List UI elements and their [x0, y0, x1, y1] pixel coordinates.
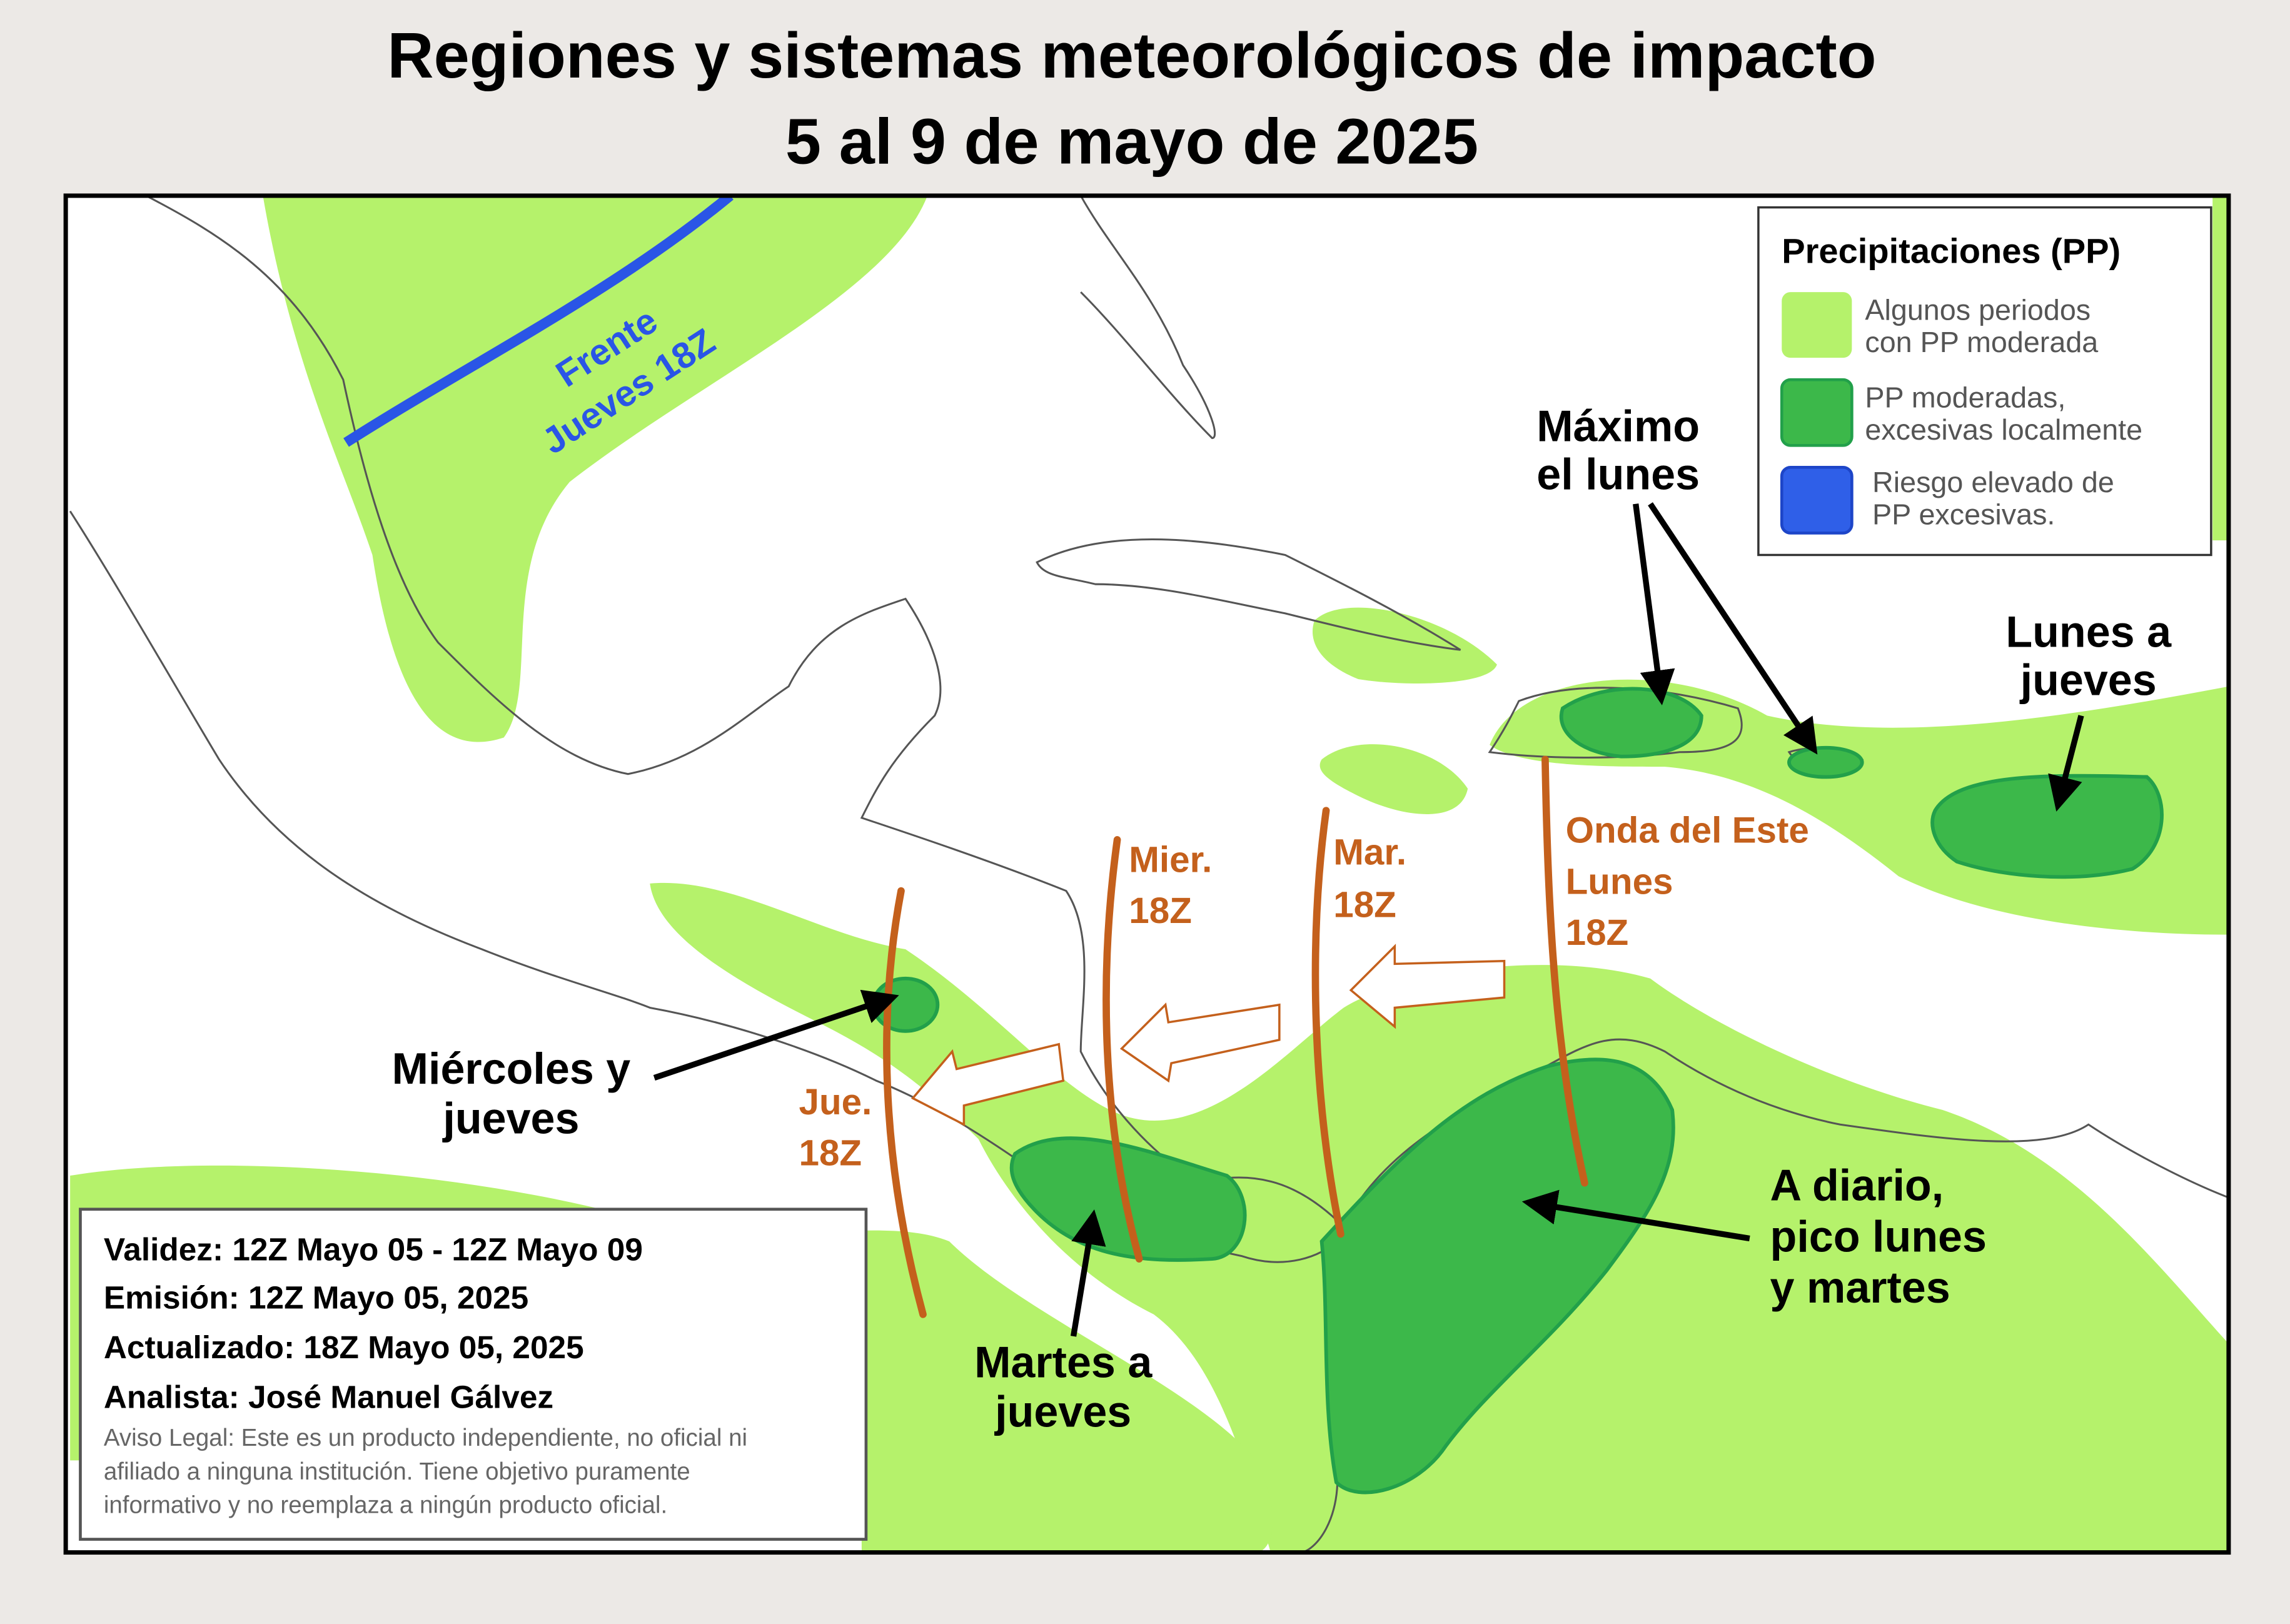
- pointer-arrow: [1648, 502, 1818, 755]
- tropical-wave: [1311, 807, 1344, 1238]
- info-line: Emisión: 12Z Mayo 05, 2025: [104, 1279, 528, 1316]
- wave-label: 18Z: [1333, 885, 1396, 925]
- heavy-rain-area: [1559, 687, 1703, 759]
- legend-label: excesivas localmente: [1865, 413, 2142, 446]
- info-line: Validez: 12Z Mayo 05 - 12Z Mayo 09: [104, 1231, 643, 1267]
- legend-swatch: [1780, 378, 1854, 447]
- coastline: [145, 195, 2229, 1229]
- annotation: el lunes: [1536, 450, 1700, 498]
- legend-label: PP excesivas.: [1872, 498, 2055, 530]
- annotation: Máximo: [1536, 401, 1700, 450]
- wave-label: Mier.: [1129, 839, 1212, 880]
- wave-motion-arrow: [1119, 1002, 1281, 1083]
- annotation: jueves: [441, 1094, 579, 1142]
- disclaimer-line: Aviso Legal: Este es un producto indepen…: [104, 1425, 747, 1451]
- coastline: [1036, 538, 1461, 651]
- heavy-rain-area: [871, 976, 940, 1033]
- moderate-rain-area: [2212, 195, 2229, 541]
- annotation: Martes a: [974, 1338, 1153, 1386]
- info-box: [79, 1208, 868, 1541]
- legend-label: Algunos periodos: [1865, 293, 2091, 326]
- coastline: [1079, 195, 1216, 440]
- tropical-wave: [1541, 755, 1588, 1187]
- wave-label: Jue.: [799, 1082, 872, 1122]
- tropical-wave: [1102, 836, 1143, 1263]
- pointer-arrow: [1633, 503, 1675, 705]
- wave-label: Lunes: [1566, 861, 1673, 902]
- legend-label: Riesgo elevado de: [1872, 466, 2114, 498]
- legend-label: PP moderadas,: [1865, 381, 2066, 414]
- annotation: jueves: [2019, 656, 2157, 705]
- map-frame: [63, 193, 2231, 1555]
- legend-title: Precipitaciones (PP): [1782, 231, 2121, 270]
- moderate-rain-area: [1319, 744, 1468, 815]
- title-line: Regiones y sistemas meteorológicos de im…: [387, 19, 1876, 91]
- annotation: A diario,: [1770, 1161, 1944, 1210]
- info-line: Analista: José Manuel Gálvez: [104, 1378, 553, 1415]
- annotation: Miércoles y: [392, 1044, 631, 1093]
- annotation: Lunes a: [2005, 608, 2172, 657]
- wave-label: 18Z: [1566, 912, 1629, 953]
- annotation: jueves: [994, 1388, 1131, 1436]
- wave-label: Mar.: [1333, 832, 1406, 873]
- wave-label: Onda del Este: [1566, 810, 1809, 851]
- wave-motion-arrow: [1349, 944, 1506, 1029]
- moderate-rain-area: [1312, 607, 1497, 683]
- info-line: Actualizado: 18Z Mayo 05, 2025: [104, 1329, 584, 1365]
- heavy-rain-area: [1787, 745, 1864, 779]
- heavy-rain-area: [1930, 774, 2164, 879]
- annotation: y martes: [1770, 1263, 1950, 1312]
- pointer-arrow: [653, 989, 899, 1081]
- annotation: pico lunes: [1770, 1212, 1987, 1261]
- disclaimer-line: afiliado a ninguna institución. Tiene ob…: [104, 1458, 690, 1485]
- disclaimer-line: informativo y no reemplaza a ningún prod…: [104, 1492, 667, 1519]
- legend-swatch: [1780, 466, 1854, 535]
- title-line: 5 al 9 de mayo de 2025: [785, 106, 1478, 178]
- cold-front: [343, 195, 734, 447]
- tropical-wave: [883, 887, 927, 1318]
- legend-swatch: [1782, 292, 1852, 358]
- pointer-arrow: [2048, 715, 2084, 812]
- pointer-arrow: [1070, 1209, 1106, 1337]
- wave-label: 18Z: [1129, 890, 1192, 931]
- heavy-rain-area: [1319, 1057, 1675, 1495]
- wave-label: 18Z: [799, 1133, 862, 1174]
- wave-motion-arrow: [910, 1042, 1065, 1127]
- legend-label: con PP moderada: [1865, 326, 2098, 358]
- pointer-arrow: [1521, 1189, 1750, 1242]
- moderate-rain-area: [263, 195, 928, 742]
